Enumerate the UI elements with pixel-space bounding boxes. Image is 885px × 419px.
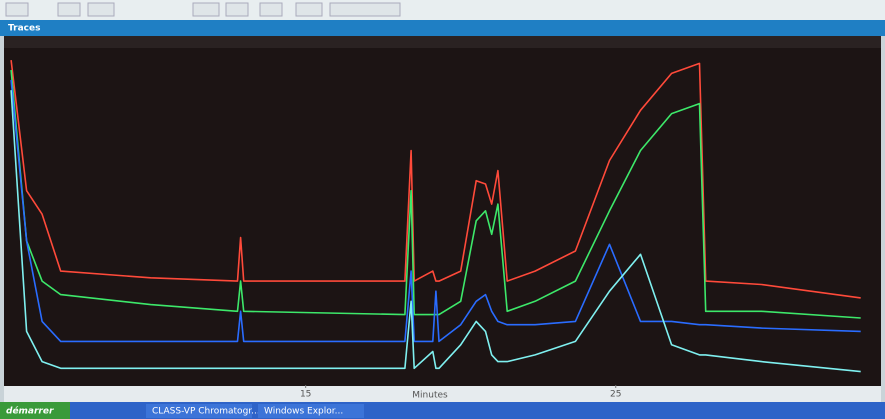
x-tick-label: 15 <box>300 390 311 400</box>
taskbar-item-label: Windows Explor... <box>264 407 343 417</box>
toolbar <box>0 0 885 20</box>
x-axis-label: Minutes <box>412 391 448 401</box>
toolbar-button[interactable] <box>296 3 322 16</box>
panel-header <box>4 36 881 48</box>
title-bar <box>0 20 885 36</box>
taskbar <box>0 402 885 419</box>
toolbar-button[interactable] <box>330 3 400 16</box>
toolbar-button[interactable] <box>58 3 80 16</box>
start-label: démarrer <box>6 406 54 417</box>
x-tick-label: 25 <box>610 390 621 400</box>
taskbar-item-label: CLASS-VP Chromatogr... <box>152 407 260 417</box>
toolbar-button[interactable] <box>193 3 219 16</box>
toolbar-button[interactable] <box>226 3 248 16</box>
toolbar-button[interactable] <box>6 3 28 16</box>
toolbar-button[interactable] <box>260 3 282 16</box>
window-title: Traces <box>8 24 40 34</box>
screen: Traces Minutes démarrer CLASS-VP Chromat… <box>0 0 885 419</box>
toolbar-button[interactable] <box>88 3 114 16</box>
toolbar-buttons <box>6 3 400 16</box>
plot-area <box>4 48 881 386</box>
